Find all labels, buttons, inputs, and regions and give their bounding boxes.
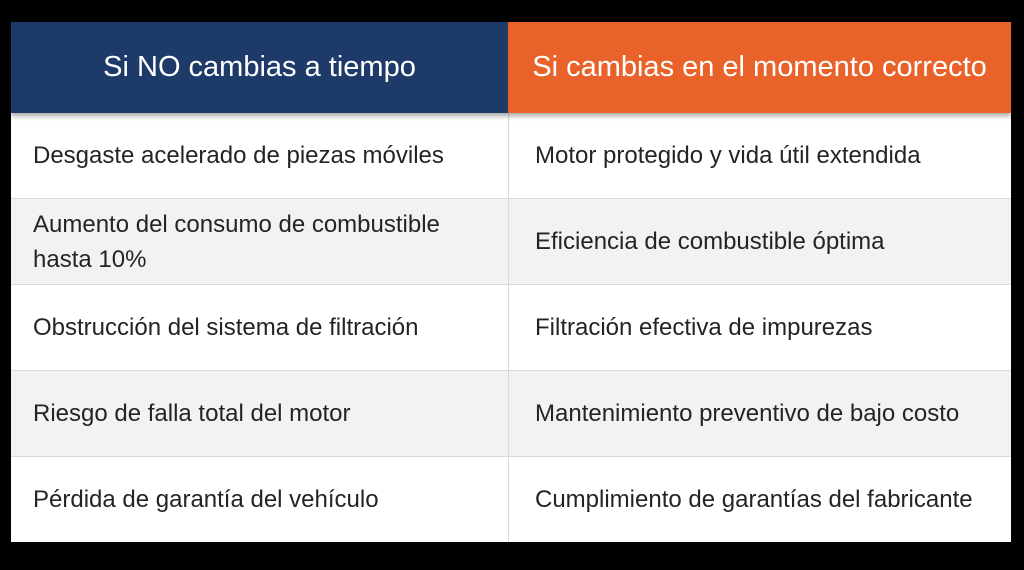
table-row: Aumento del consumo de combustible hasta… [11,198,1011,284]
header-no-change: Si NO cambias a tiempo [11,22,508,113]
benefit-text: Filtración efectiva de impurezas [535,314,873,341]
consequence-cell: Obstrucción del sistema de filtración [11,285,508,370]
consequence-text: Aumento del consumo de combustible hasta… [33,210,440,273]
header-correct-change: Si cambias en el momento correcto [508,22,1011,113]
table-header-row: Si NO cambias a tiempo Si cambias en el … [11,22,1011,113]
benefit-cell: Eficiencia de combustible óptima [508,199,1011,284]
table-row: Desgaste acelerado de piezas móviles Mot… [11,113,1011,198]
consequence-cell: Aumento del consumo de combustible hasta… [11,199,508,284]
benefit-cell: Cumplimiento de garantías del fabricante [508,457,1011,542]
benefit-cell: Filtración efectiva de impurezas [508,285,1011,370]
consequence-cell: Desgaste acelerado de piezas móviles [11,113,508,198]
benefit-text: Cumplimiento de garantías del fabricante [535,486,973,513]
benefit-cell: Mantenimiento preventivo de bajo costo [508,371,1011,456]
table-row: Riesgo de falla total del motor Mantenim… [11,370,1011,456]
benefit-text: Eficiencia de combustible óptima [535,228,885,255]
benefit-text: Motor protegido y vida útil extendida [535,142,921,169]
consequence-text: Riesgo de falla total del motor [33,400,351,427]
benefit-text: Mantenimiento preventivo de bajo costo [535,400,960,427]
consequence-cell: Pérdida de garantía del vehículo [11,457,508,542]
benefit-cell: Motor protegido y vida útil extendida [508,113,1011,198]
consequence-text: Desgaste acelerado de piezas móviles [33,142,444,169]
comparison-table: Si NO cambias a tiempo Si cambias en el … [11,22,1011,542]
table-body: Desgaste acelerado de piezas móviles Mot… [11,113,1011,542]
consequence-text: Pérdida de garantía del vehículo [33,486,379,513]
table-row: Obstrucción del sistema de filtración Fi… [11,284,1011,370]
table-row: Pérdida de garantía del vehículo Cumplim… [11,456,1011,542]
consequence-text: Obstrucción del sistema de filtración [33,314,419,341]
consequence-cell: Riesgo de falla total del motor [11,371,508,456]
